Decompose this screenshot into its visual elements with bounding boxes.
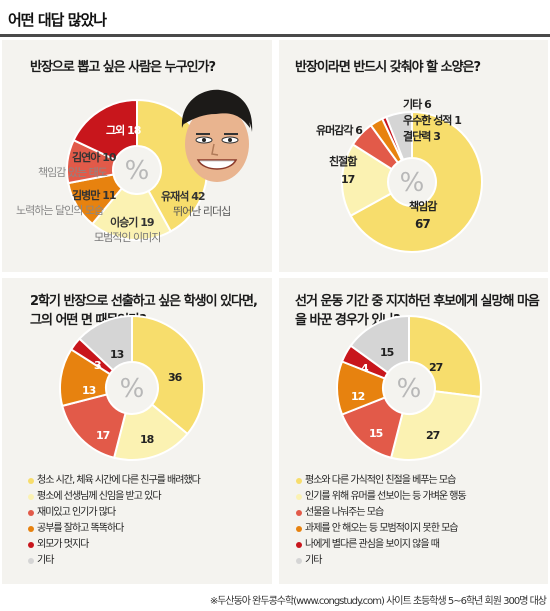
pie-slice-6	[384, 110, 413, 161]
label-kim-byung-man: 김병만 11	[72, 189, 116, 202]
pie-slice-1	[131, 314, 205, 436]
label-humor: 유머감각 6	[316, 124, 363, 137]
pie-slice-6	[78, 314, 133, 372]
pie-slice-2	[112, 403, 189, 461]
legend-item: 인기를 위해 유머를 선보이는 등 가벼운 행동	[296, 490, 467, 503]
desc-yoo-jae-suk: 뛰어난 리더십	[173, 205, 231, 218]
pie-chart: %	[341, 110, 483, 253]
header: 어떤 대답 많았나	[0, 0, 550, 37]
legend-item: 평소와 다른 가식적인 친절을 베푸는 모습	[296, 474, 466, 487]
legend-item: 공부를 잘하고 똑똑하다	[28, 522, 200, 535]
legend-swatch	[28, 542, 34, 548]
page-title: 어떤 대답 많았나	[8, 11, 107, 29]
chart-title: 반장으로 뽑고 싶은 사람은 누구인가?	[30, 60, 216, 75]
label-others: 그외 18	[106, 124, 141, 137]
desc-lee-seung-gi: 모범적인 이미지	[94, 231, 161, 244]
value-consideration: 36	[168, 371, 182, 384]
label-kim-yu-na: 김연아 10	[72, 151, 116, 164]
desc-kim-byung-man: 노력하는 달인의 모습	[16, 204, 104, 217]
label-decisiveness: 결단력 3	[403, 130, 441, 143]
value-etc: 13	[110, 348, 124, 361]
panel-required-qualities: 반장이라면 반드시 갖춰야 할 소양은? % 기타 6 우수한 성적 1 결단력…	[279, 40, 548, 272]
legend-item: 선물을 나눠주는 모습	[296, 506, 466, 519]
label-good-grades: 우수한 성적 1	[403, 114, 462, 127]
value-not-exemplary: 12	[351, 390, 365, 403]
pie-slice-6	[349, 314, 410, 375]
pie-chart: %	[336, 314, 482, 461]
label-responsibility: 책임감 67	[409, 200, 437, 231]
label-etc: 기타 6	[403, 98, 432, 111]
center-percent-symbol: %	[397, 374, 422, 404]
value-smart: 13	[82, 384, 96, 397]
legend: 평소와 다른 가식적인 친절을 베푸는 모습 인기를 위해 유머를 선보이는 등…	[296, 474, 467, 567]
legend-swatch	[28, 558, 34, 564]
legend-swatch	[28, 510, 34, 516]
legend-swatch	[296, 558, 302, 564]
panel-reason-for-choice: 2학기 반장으로 선출하고 싶은 학생이 있다면, 그의 어떤 면 때문인가? …	[2, 278, 272, 584]
label-kindness: 친절함 17	[329, 155, 357, 186]
legend-swatch	[28, 526, 34, 532]
legend-item: 기타	[28, 554, 200, 567]
center-percent-symbol: %	[120, 374, 145, 404]
legend-item: 재미있고 인기가 많다	[28, 506, 200, 519]
legend-item: 외모가 멋지다	[28, 538, 200, 551]
chart-title: 반장이라면 반드시 갖춰야 할 소양은?	[295, 60, 481, 75]
value-trust: 18	[140, 433, 154, 446]
value-etc: 15	[380, 346, 394, 359]
panel-changed-mind: 선거 운동 기간 중 지지하던 후보에게 실망해 마음을 바꾼 경우가 있나? …	[279, 278, 548, 584]
source-note: ※두산동아 완두콩수학(www.congstudy.com) 사이트 초등학생 …	[209, 596, 547, 607]
legend-swatch	[28, 478, 34, 484]
legend: 청소 시간, 체육 시간에 다른 친구를 배려했다 평소에 선생님께 신임을 받…	[28, 474, 201, 567]
legend-swatch	[296, 510, 302, 516]
value-popular: 17	[96, 429, 110, 442]
desc-kim-yu-na: 책임감 있는 태도	[38, 166, 108, 179]
pie-chart: %	[59, 314, 205, 461]
value-no-interest: 4	[361, 362, 369, 375]
value-fake-kindness: 27	[429, 361, 443, 374]
pie-slice-2	[389, 390, 482, 461]
legend-item: 나에게 별다른 관심을 보이지 않을 때	[296, 538, 466, 551]
pie-chart: %	[66, 98, 208, 241]
legend-swatch	[28, 494, 34, 500]
legend-swatch	[296, 478, 302, 484]
value-gifts: 15	[369, 427, 383, 440]
value-looks: 3	[94, 359, 102, 372]
title-divider	[0, 34, 550, 37]
center-percent-symbol: %	[400, 168, 425, 198]
value-light-behavior: 27	[426, 429, 440, 442]
legend-swatch	[296, 494, 302, 500]
yoo-jae-suk-photo	[174, 88, 260, 186]
label-lee-seung-gi: 이승기 19	[110, 216, 154, 229]
legend-swatch	[296, 542, 302, 548]
legend-item: 평소에 선생님께 신임을 받고 있다	[28, 490, 200, 503]
legend-item: 청소 시간, 체육 시간에 다른 친구를 배려했다	[28, 474, 201, 487]
center-percent-symbol: %	[125, 156, 150, 186]
legend-item: 기타	[296, 554, 466, 567]
pie-slice-1	[349, 110, 483, 253]
pie-slice-1	[408, 314, 482, 399]
label-yoo-jae-suk: 유재석 42	[161, 190, 205, 203]
panel-class-president-choice: 반장으로 뽑고 싶은 사람은 누구인가? % 유재석 42 뛰어난 리더십 이승…	[2, 40, 272, 272]
pie-slice-5	[72, 98, 138, 162]
legend-swatch	[296, 526, 302, 532]
legend-item: 과제를 안 해오는 등 모범적이지 못한 모습	[296, 522, 466, 535]
